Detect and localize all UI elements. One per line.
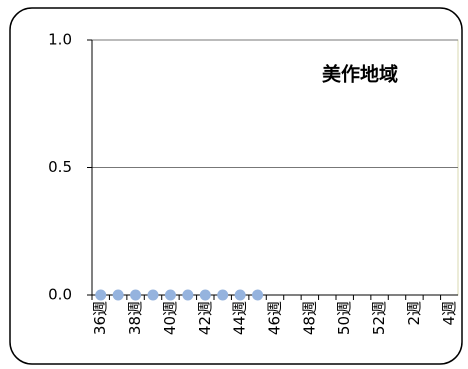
marker (252, 289, 264, 301)
marker (112, 289, 124, 301)
x-tick-label: 4週 (440, 301, 458, 326)
y-tick-label: 1.0 (48, 31, 72, 49)
marker (199, 289, 211, 301)
marker (234, 289, 246, 301)
marker (130, 289, 142, 301)
chart-title: 美作地域 (322, 63, 398, 86)
x-tick-label: 38週 (126, 301, 144, 335)
y-tick-label: 0.5 (48, 158, 72, 176)
x-tick-label: 40週 (161, 301, 179, 335)
x-tick-label: 50週 (335, 301, 353, 335)
y-tick-label: 0.0 (48, 286, 72, 304)
x-tick-label: 36週 (91, 301, 109, 335)
x-tick-label: 2週 (405, 301, 423, 326)
marker (147, 289, 159, 301)
marker (217, 289, 229, 301)
marker (182, 289, 194, 301)
x-tick-label: 46週 (266, 301, 284, 335)
chart-frame (9, 7, 463, 365)
marker (95, 289, 107, 301)
x-tick-label: 52週 (370, 301, 388, 335)
x-tick-label: 42週 (196, 301, 214, 335)
marker (164, 289, 176, 301)
x-tick-label: 48週 (300, 301, 318, 335)
x-tick-label: 44週 (231, 301, 249, 335)
